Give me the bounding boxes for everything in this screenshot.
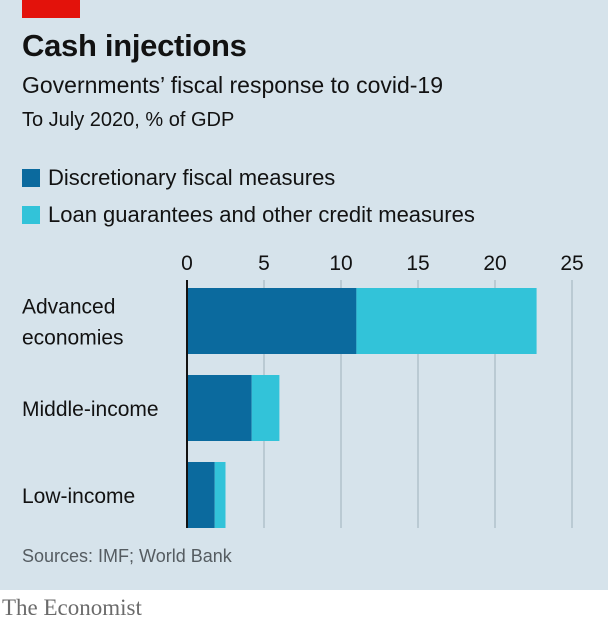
- category-label: economies: [22, 327, 124, 350]
- bar-segment-discretionary: [187, 375, 252, 441]
- bar-segment-discretionary: [187, 288, 357, 354]
- chart-subtitle: Governments’ fiscal response to covid-19: [22, 72, 444, 98]
- bar-segment-loan-guarantees: [356, 288, 537, 354]
- category-label: Middle-income: [22, 398, 159, 421]
- x-tick-label: 10: [329, 252, 352, 275]
- economist-logo: The Economist: [2, 595, 142, 620]
- x-tick-label: 20: [483, 252, 506, 275]
- chart-units: To July 2020, % of GDP: [22, 109, 235, 131]
- category-label: Advanced: [22, 296, 115, 319]
- legend-item-discretionary: Discretionary fiscal measures: [22, 165, 336, 190]
- x-tick-label: 5: [258, 252, 270, 275]
- category-label: Low-income: [22, 485, 135, 508]
- legend-item-loan-guarantees: Loan guarantees and other credit measure…: [22, 202, 475, 227]
- x-tick-label: 25: [560, 252, 583, 275]
- legend-label-discretionary: Discretionary fiscal measures: [48, 165, 336, 190]
- x-tick-label: 15: [406, 252, 429, 275]
- chart-title: Cash injections: [22, 28, 247, 63]
- x-tick-label: 0: [181, 252, 193, 275]
- source-note: Sources: IMF; World Bank: [22, 546, 232, 566]
- legend-swatch-discretionary: [22, 169, 40, 187]
- brand-red-tag: [22, 0, 80, 18]
- legend-label-loan-guarantees: Loan guarantees and other credit measure…: [48, 202, 475, 227]
- bar-segment-loan-guarantees: [251, 375, 280, 441]
- bar-chart: 0 5 10 15 20 25 Advanced economies Middle-income…: [22, 252, 584, 528]
- bar-segment-discretionary: [187, 462, 215, 528]
- bar-segment-loan-guarantees: [214, 462, 226, 528]
- legend-swatch-loan-guarantees: [22, 206, 40, 224]
